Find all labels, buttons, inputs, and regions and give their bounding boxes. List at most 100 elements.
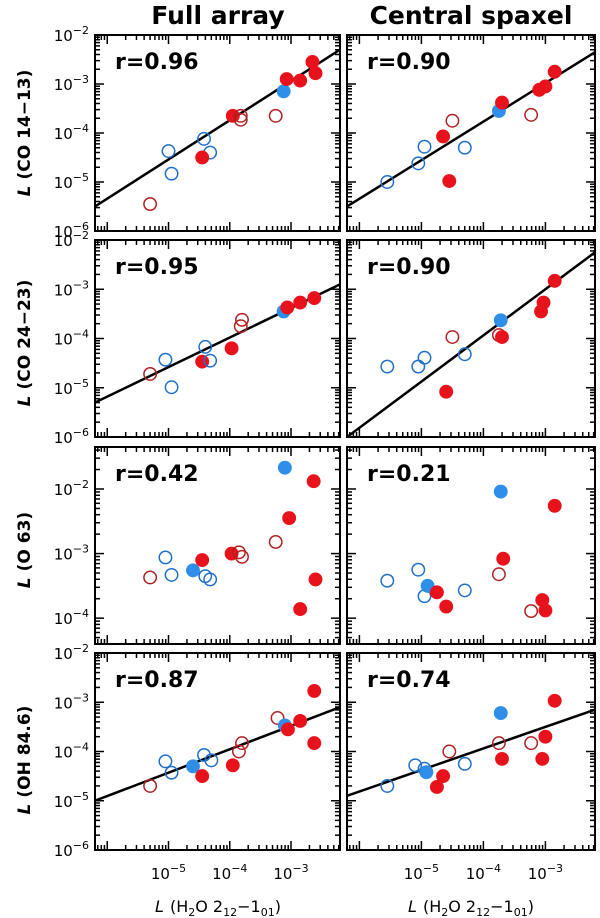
open-red-point	[445, 330, 460, 344]
open-red-point	[143, 367, 158, 381]
filled-red-point	[547, 273, 562, 288]
y-tick-label: 10−4	[54, 607, 89, 628]
open-blue-point	[198, 339, 213, 354]
row-ylabel-co24: L(CO 24−23)	[15, 280, 35, 407]
open-blue-point	[158, 352, 173, 367]
row-ylabel-o63: L(O 63)	[15, 512, 35, 588]
filled-red-point	[439, 384, 454, 399]
open-blue-point	[417, 350, 432, 365]
filled-red-point	[436, 769, 451, 784]
y-tick-label: 10−2	[54, 229, 89, 250]
filled-red-point	[538, 603, 553, 618]
open-red-point	[233, 112, 248, 127]
x-tick-label: 10−5	[404, 862, 439, 883]
filled-red-point	[308, 572, 323, 587]
open-red-point	[231, 744, 246, 759]
y-tick-label: 10−4	[54, 741, 89, 762]
open-blue-point	[158, 754, 173, 769]
svg-text:L(CO 24−23): L(CO 24−23)	[15, 280, 35, 407]
filled-blue-point	[186, 563, 200, 578]
correlation-label: r=0.87	[115, 668, 199, 693]
open-blue-point	[164, 567, 179, 582]
correlation-label: r=0.96	[115, 50, 199, 75]
open-blue-point	[164, 166, 179, 181]
panel-frame	[94, 652, 341, 851]
y-tick-label: 10−4	[54, 328, 89, 349]
open-red-point	[143, 197, 158, 212]
open-red-point	[235, 549, 249, 564]
open-blue-point	[380, 573, 395, 588]
y-tick-label: 10−2	[54, 478, 89, 499]
filled-red-point	[306, 474, 321, 489]
panel-co14-central: r=0.90	[346, 34, 596, 232]
open-blue-point	[203, 572, 218, 587]
x-axis-label-right: L (H2O 212−101)	[408, 897, 534, 918]
open-blue-point	[380, 175, 395, 189]
y-tick-label: 10−3	[54, 691, 89, 712]
open-red-point	[268, 108, 283, 123]
correlation-label: r=0.90	[367, 50, 451, 75]
open-red-point	[491, 567, 506, 582]
panel-co24-central: r=0.90	[346, 239, 596, 438]
open-blue-point	[203, 353, 218, 368]
filled-red-point	[547, 498, 562, 513]
x-tick-label: 10−3	[528, 862, 563, 883]
panel-frame	[94, 34, 341, 232]
open-blue-point	[161, 144, 176, 159]
filled-red-point	[282, 511, 297, 525]
filled-red-point	[225, 758, 240, 773]
open-blue-point	[380, 359, 395, 374]
filled-red-point	[293, 602, 308, 617]
svg-text:L(O 63): L(O 63)	[15, 512, 35, 588]
y-tick-label: 10−6	[54, 426, 89, 447]
row-ylabel-oh84: L(OH 84.6)	[15, 706, 35, 815]
filled-blue-point	[420, 578, 435, 593]
filled-red-point	[279, 72, 294, 87]
y-tick-label: 10−3	[54, 73, 89, 94]
open-blue-point	[457, 140, 472, 155]
filled-red-point	[547, 64, 562, 79]
y-tick-label: 10−2	[54, 24, 89, 45]
correlation-label: r=0.95	[115, 255, 199, 280]
panel-co14-full: 10−6 10−5 10−4 10−3 10−2 r=0.96	[54, 24, 341, 241]
open-blue-point	[204, 753, 219, 768]
filled-red-point	[307, 683, 322, 698]
x-tick-label: 10−3	[273, 862, 308, 883]
filled-red-point	[307, 291, 322, 306]
filled-red-point	[280, 300, 295, 315]
panel-oh84-central: r=0.74	[346, 652, 596, 851]
filled-red-point	[308, 66, 323, 81]
filled-red-point	[293, 73, 308, 88]
filled-red-point	[495, 95, 509, 110]
filled-blue-point	[493, 706, 508, 721]
panel-frame	[346, 239, 596, 438]
filled-red-point	[495, 330, 509, 344]
row-ylabel-co14: L(CO 14−13)	[15, 70, 35, 197]
open-red-point	[233, 319, 248, 334]
y-tick-label: 10−5	[54, 790, 89, 811]
panel-frame	[346, 34, 596, 232]
filled-red-point	[536, 295, 551, 310]
y-tick-label: 10−5	[54, 171, 89, 192]
open-red-point	[491, 736, 506, 751]
panel-oh84-full: 10−6 10−5 10−4 10−3 10−2 r=0.87	[54, 642, 341, 860]
open-red-point	[268, 534, 283, 549]
correlation-label: r=0.90	[367, 255, 451, 280]
filled-red-point	[442, 174, 457, 188]
open-red-point	[524, 107, 539, 122]
column-title-central-spaxel: Central spaxel	[370, 1, 573, 30]
open-blue-point	[158, 550, 173, 565]
y-tick-label: 10−3	[54, 543, 89, 564]
filled-red-point	[307, 736, 322, 751]
filled-red-point	[429, 780, 444, 794]
x-axis-label-left: L (H2O 212−101)	[155, 897, 281, 918]
open-red-point	[524, 604, 539, 619]
panel-o63-central: r=0.21	[346, 446, 596, 645]
open-red-point	[233, 108, 248, 123]
y-tick-label: 10−5	[54, 377, 89, 398]
open-blue-point	[408, 758, 423, 773]
filled-red-point	[496, 551, 511, 566]
panel-o63-full: 10−4 10−3 10−2 r=0.42	[54, 446, 341, 645]
open-blue-point	[380, 779, 395, 793]
